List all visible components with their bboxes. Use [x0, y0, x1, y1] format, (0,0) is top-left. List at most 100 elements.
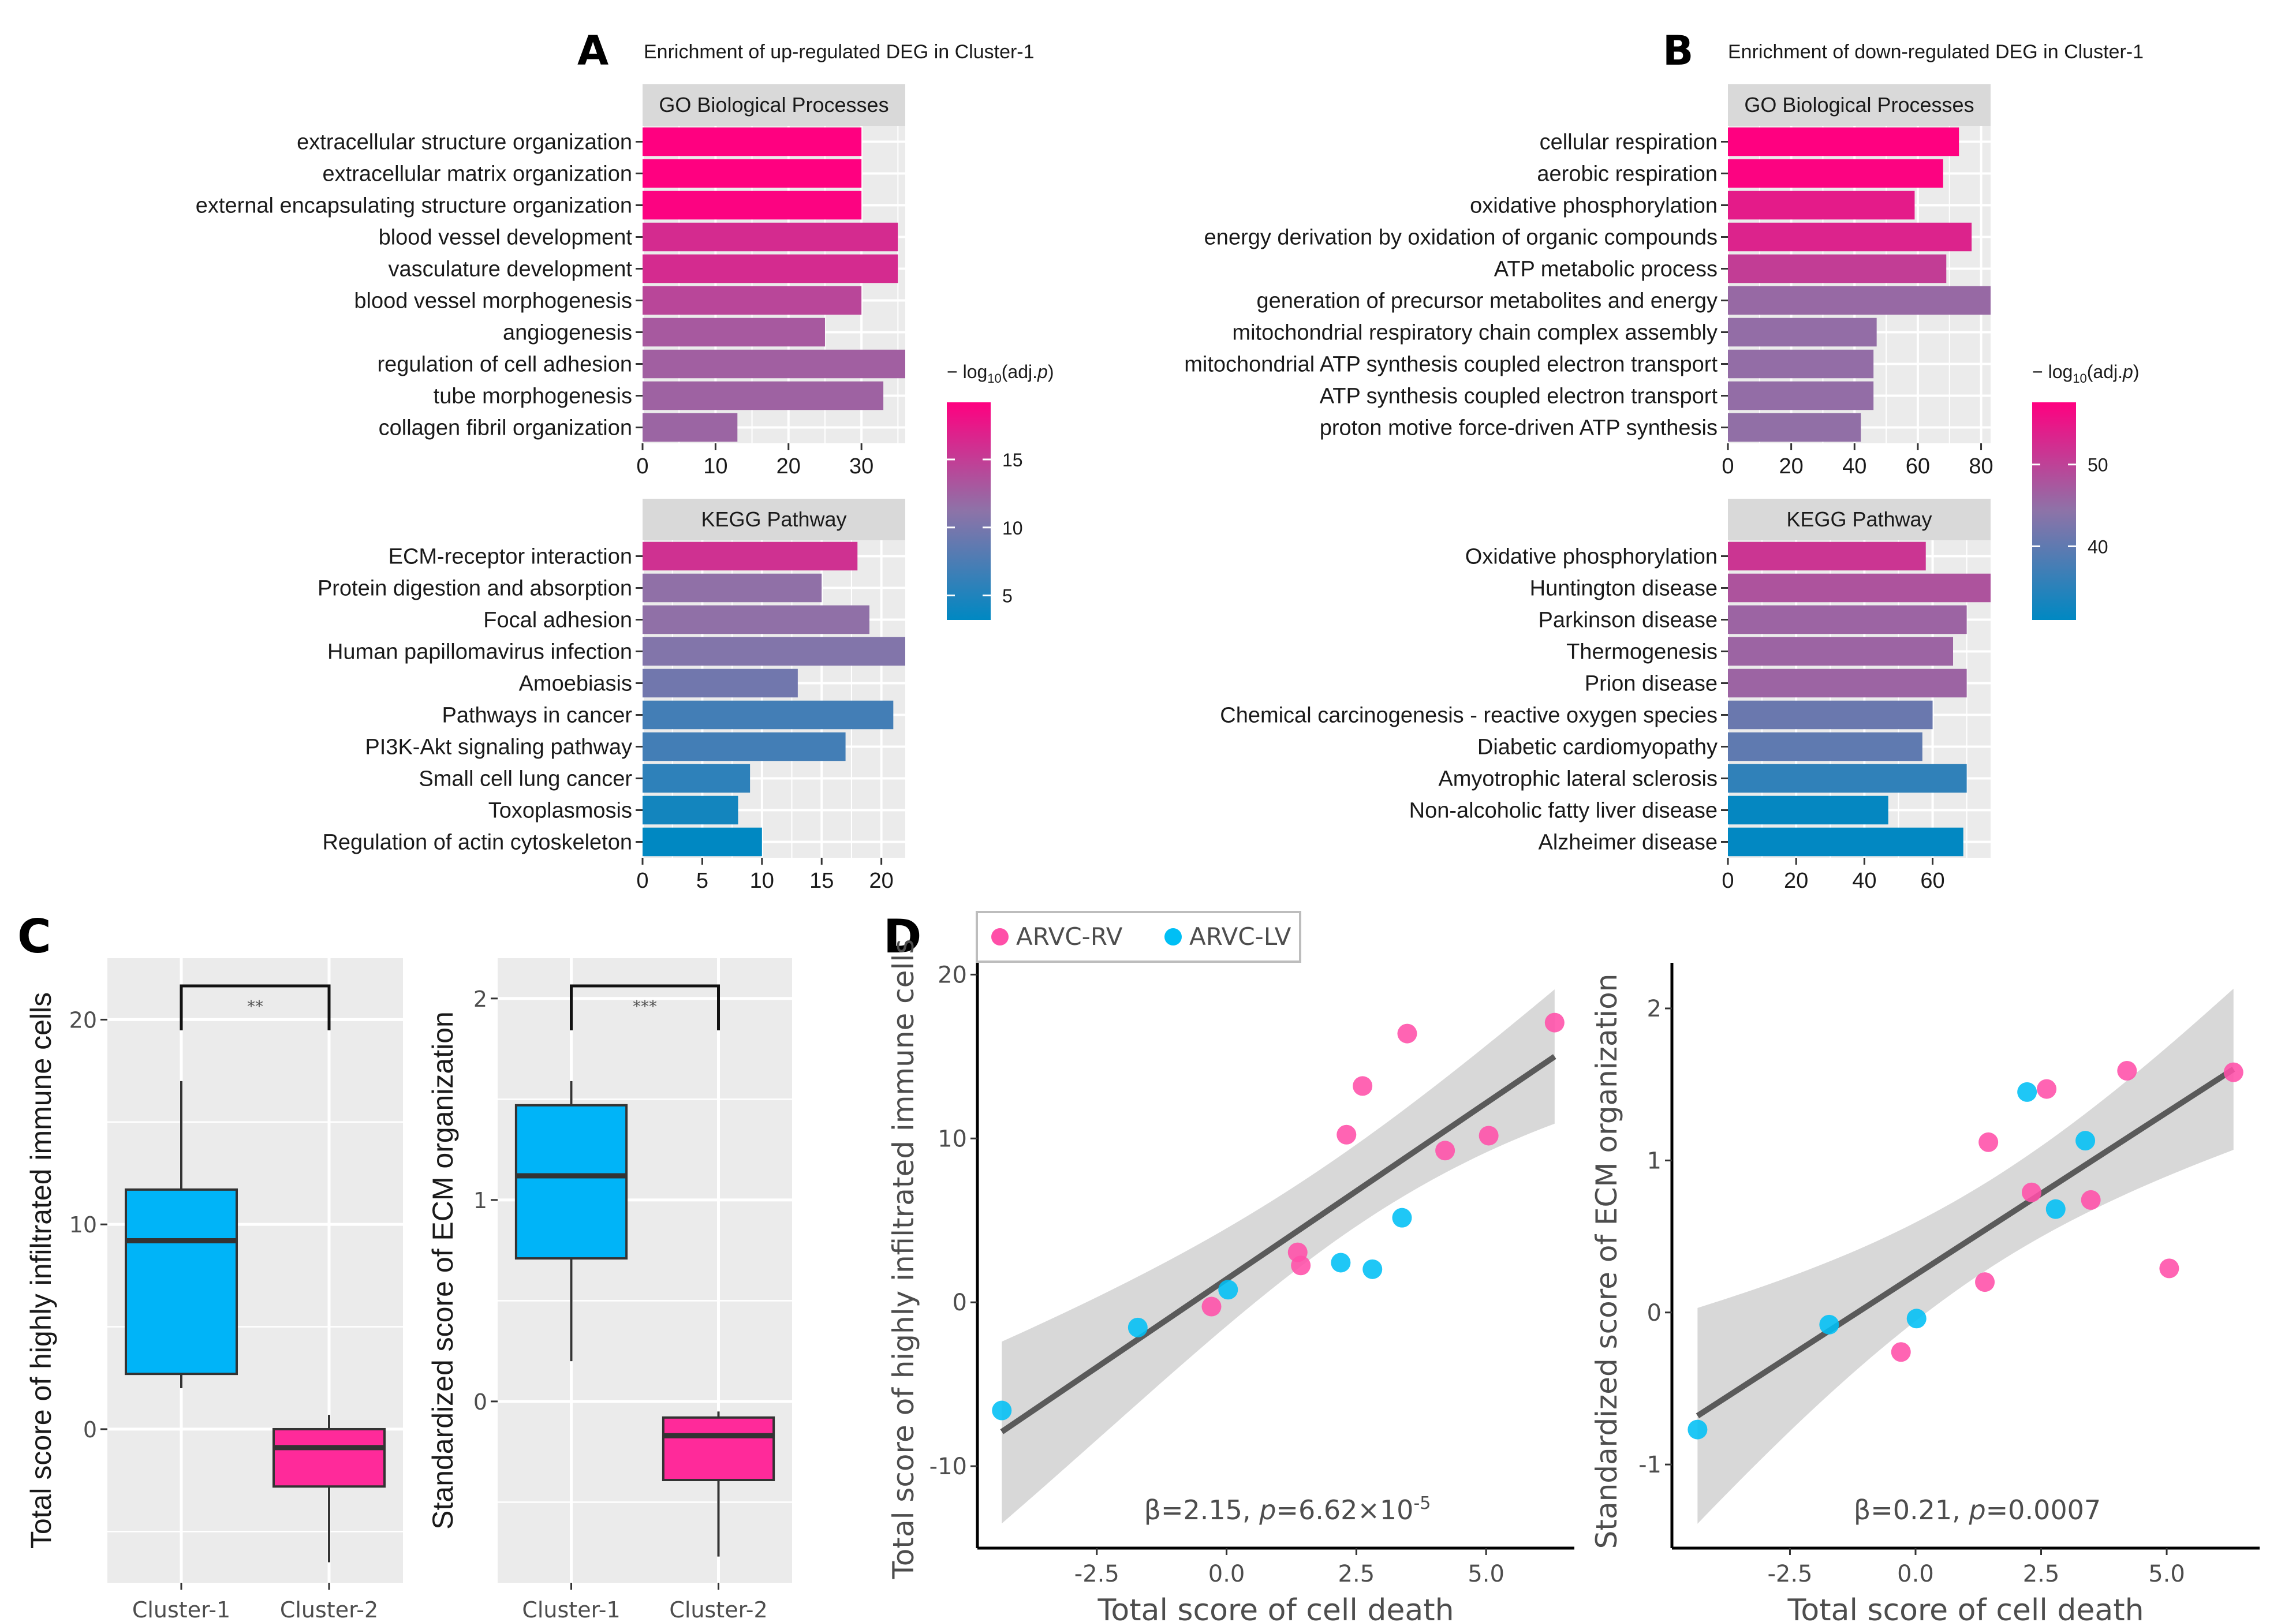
y-tick-label: angiogenesis [503, 321, 632, 345]
facet-strip-label: GO Biological Processes [1744, 93, 1974, 117]
bar [643, 605, 869, 634]
bar [1728, 573, 1991, 603]
x-tick-label: 10 [750, 869, 774, 893]
regression-line [1696, 1067, 2235, 1419]
y-tick-label: Prion disease [1585, 672, 1718, 696]
bar [643, 573, 822, 603]
data-point-arvc-rv [1353, 1076, 1373, 1096]
facet-strip-label: GO Biological Processes [659, 93, 888, 117]
x-tick-label: 5.0 [1468, 1561, 1504, 1587]
data-point-arvc-lv [1688, 1419, 1708, 1440]
annotation-p-label: p [1259, 1494, 1276, 1526]
data-point-arvc-rv [1975, 1272, 1995, 1292]
bar [1728, 349, 1874, 379]
bar [1728, 190, 1915, 220]
x-axis-title: Total score of cell death [1097, 1593, 1454, 1622]
y-tick-label: 0 [473, 1389, 487, 1415]
panel-letter-d: D [883, 910, 921, 963]
data-point-arvc-lv [2045, 1199, 2066, 1219]
y-tick-label: extracellular matrix organization [323, 162, 632, 186]
y-tick-label: 20 [69, 1007, 97, 1033]
x-tick-label: 40 [1852, 869, 1876, 893]
x-tick-label: 20 [776, 454, 801, 479]
bar [643, 349, 905, 379]
x-tick-label: 60 [1906, 454, 1930, 479]
y-tick-label: 10 [69, 1212, 97, 1238]
bar [643, 127, 862, 156]
y-tick-label: 2 [1647, 996, 1662, 1022]
bar [1728, 222, 1972, 252]
data-point-arvc-lv [1128, 1317, 1148, 1337]
colorbar-tick-label: 5 [1002, 586, 1013, 607]
y-tick-label: 0 [1647, 1300, 1662, 1326]
x-tick-label: 5 [696, 869, 708, 893]
bar [1728, 700, 1933, 730]
data-point-arvc-rv [2037, 1079, 2057, 1099]
y-tick-label: -1 [1638, 1452, 1662, 1478]
data-point-arvc-lv [2017, 1082, 2037, 1102]
data-point-arvc-rv [1201, 1296, 1222, 1317]
significance-stars: *** [633, 997, 657, 1016]
y-tick-label: 2 [473, 986, 487, 1012]
legend-box [976, 911, 1301, 963]
significance-bracket [570, 984, 720, 1030]
data-point-arvc-rv [2081, 1190, 2101, 1210]
x-tick-label: -2.5 [1074, 1561, 1119, 1587]
bar [643, 700, 894, 730]
annotation-p-label: p [1968, 1494, 1985, 1526]
y-tick-label: -10 [929, 1453, 967, 1480]
data-point-arvc-lv [1362, 1259, 1383, 1279]
data-point-arvc-lv [1819, 1314, 1839, 1335]
colorbar [947, 402, 991, 620]
y-tick-label: 0 [953, 1290, 967, 1316]
y-axis-title: Standardized score of ECM organization [1590, 974, 1623, 1549]
x-tick-label: 5.0 [2148, 1561, 2185, 1587]
y-tick-label: ATP synthesis coupled electron transport [1320, 384, 1718, 409]
colorbar-tick-label: 40 [2088, 536, 2108, 557]
y-axis-title: Standardized score of ECM organization [427, 1011, 459, 1530]
box-cluster-2 [272, 1427, 386, 1488]
legend-marker-arvc-lv [1164, 928, 1182, 945]
y-tick-label: Thermogenesis [1566, 640, 1718, 664]
panel-a-bar-chart: GO Biological Processes extracellular str… [196, 84, 1054, 893]
y-tick-label: blood vessel development [379, 226, 633, 250]
bar [1728, 764, 1967, 793]
panel-c-boxplot-ecm: *** 0 1 2 Cluster-1 Cluster-2 Standardized sco… [427, 958, 792, 1622]
y-tick-label: Chemical carcinogenesis - reactive oxyge… [1220, 704, 1718, 728]
colorbar-title-part: ) [1048, 361, 1054, 382]
x-tick-label: 0.0 [1897, 1561, 1934, 1587]
y-tick-label: 10 [938, 1126, 967, 1152]
bar [643, 827, 762, 857]
data-point-arvc-rv [1544, 1012, 1565, 1033]
significance-bracket [180, 984, 331, 1030]
data-point-arvc-rv [1291, 1255, 1311, 1276]
box-cluster-2 [662, 1416, 775, 1481]
data-point-arvc-lv [1331, 1253, 1351, 1273]
y-tick-label: external encapsulating structure organiz… [196, 194, 632, 218]
x-tick-label: 0 [1722, 869, 1734, 893]
annotation-p-exponent: -5 [1413, 1493, 1431, 1513]
y-tick-label: Amyotrophic lateral sclerosis [1438, 767, 1718, 791]
bar [643, 159, 862, 188]
data-point-arvc-lv [1392, 1208, 1412, 1228]
x-tick-label: 10 [703, 454, 727, 479]
bar [643, 764, 751, 793]
y-tick-label: mitochondrial ATP synthesis coupled elec… [1184, 353, 1718, 377]
x-tick-label: 2.5 [2023, 1561, 2060, 1587]
panel-b-title: Enrichment of down-regulated DEG in Clus… [1728, 41, 2144, 63]
bar [1728, 381, 1874, 410]
bar [1728, 317, 1877, 347]
data-point-arvc-rv [1978, 1132, 1999, 1152]
x-tick-label: 80 [1969, 454, 1993, 479]
y-tick-label: Amoebiasis [519, 672, 632, 696]
bar [643, 541, 858, 571]
bar [1728, 732, 1922, 761]
y-tick-label: Small cell lung cancer [419, 767, 632, 791]
data-point-arvc-rv [1397, 1023, 1417, 1044]
facet-strip [643, 84, 905, 126]
facet-strip [643, 499, 905, 540]
legend-label: ARVC-RV [1016, 922, 1123, 951]
y-tick-label: Parkinson disease [1538, 608, 1718, 633]
annotation-beta: β=2.15, [1144, 1494, 1260, 1526]
